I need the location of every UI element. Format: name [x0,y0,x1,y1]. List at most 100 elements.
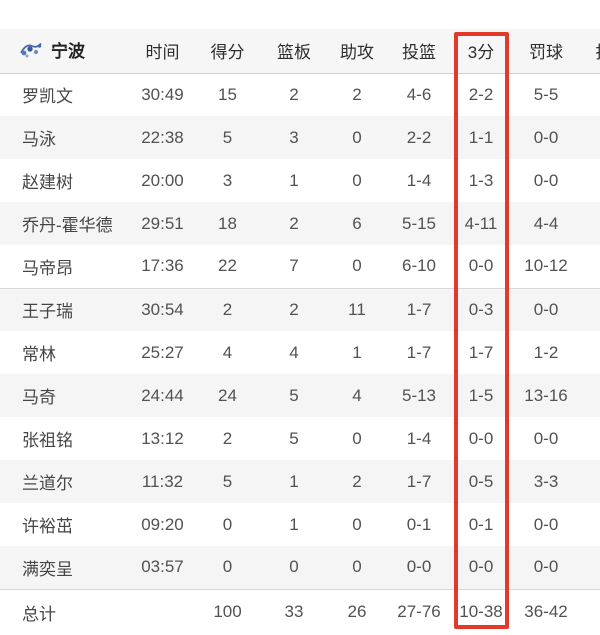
player-name[interactable]: 赵建树 [22,173,73,192]
player-name[interactable]: 乔丹-霍华德 [0,202,130,245]
stat-three: 0-0 [468,428,494,448]
stat-ft: 0-0 [510,288,582,331]
stat-points: 18 [195,202,260,245]
stat-clipped [582,288,600,331]
stat-ft: 3-3 [510,460,582,503]
stat-rebounds: 3 [260,116,328,159]
table-header: 宁波 时间 得分 篮板 助攻 投篮 3分 罚球 抢 [0,29,600,74]
column-header-three: 3分 [452,29,510,74]
stat-fg: 1-7 [386,460,452,503]
stat-clipped [582,503,600,546]
player-name[interactable]: 常林 [22,345,56,364]
team-name: 宁波 [51,42,85,61]
column-header-rebounds: 篮板 [260,29,328,74]
stat-ft: 0-0 [510,546,582,589]
stat-three: 0-1 [468,514,494,534]
player-name[interactable]: 满奕呈 [0,546,130,589]
stat-ft: 10-12 [510,245,582,289]
stat-assists: 2 [352,84,362,104]
stat-fg: 1-7 [406,342,432,362]
stat-time: 22:38 [130,116,195,159]
player-name[interactable]: 马泳 [0,116,130,159]
player-row: 满奕呈 03:57 0 0 0 0-0 0-0 0-0 [0,546,600,589]
player-name[interactable]: 张祖铭 [22,431,73,450]
totals-fg: 27-76 [386,588,452,635]
header-row: 宁波 时间 得分 篮板 助攻 投篮 3分 罚球 抢 [0,29,600,74]
player-row: 罗凯文 30:49 15 2 2 4-6 2-2 5-5 [0,73,600,116]
stat-points: 5 [195,116,260,159]
stat-ft: 0-0 [510,116,582,159]
column-header-time: 时间 [130,29,195,74]
stat-time: 17:36 [130,245,195,289]
stat-clipped [582,417,600,460]
column-header-ft: 罚球 [510,29,582,74]
stat-clipped [582,245,600,289]
stat-three: 0-0 [452,245,510,289]
stat-assists: 0 [352,170,362,190]
player-row: 兰道尔 11:32 5 1 2 1-7 0-5 3-3 [0,460,600,503]
stat-fg: 1-4 [406,428,432,448]
player-name[interactable]: 罗凯文 [22,87,73,107]
stat-three: 1-5 [452,374,510,417]
stat-time: 13:12 [141,428,184,448]
stat-assists: 1 [352,342,362,362]
player-name[interactable]: 许裕茁 [22,517,73,536]
stat-points: 22 [195,245,260,289]
stat-fg: 5-13 [386,374,452,417]
column-header-clipped: 抢 [582,29,600,74]
stat-three: 4-11 [452,202,510,245]
totals-assists: 26 [328,588,386,635]
player-name[interactable]: 王子瑞 [0,288,130,331]
stat-rebounds: 2 [289,84,299,104]
stat-three: 0-3 [452,288,510,331]
stat-time: 25:27 [141,342,184,362]
player-row: 马奇 24:44 24 5 4 5-13 1-5 13-16 [0,374,600,417]
stat-points: 15 [218,84,237,104]
stat-fg: 6-10 [386,245,452,289]
stat-ft: 0-0 [533,514,559,534]
stat-points: 4 [222,342,233,362]
player-row: 赵建树 20:00 3 1 0 1-4 1-3 0-0 [0,159,600,202]
stat-points: 2 [222,428,233,448]
player-row: 常林 25:27 4 4 1 1-7 1-7 1-2 [0,331,600,374]
player-name[interactable]: 兰道尔 [0,460,130,503]
player-row: 马帝昂 17:36 22 7 0 6-10 0-0 10-12 [0,245,600,289]
player-name[interactable]: 马帝昂 [0,245,130,289]
stat-ft: 0-0 [533,428,559,448]
stat-points: 24 [195,374,260,417]
stat-clipped [582,331,600,374]
stat-fg: 5-15 [386,202,452,245]
stat-clipped [582,159,600,202]
stat-assists: 0 [328,116,386,159]
player-row: 乔丹-霍华德 29:51 18 2 6 5-15 4-11 4-4 [0,202,600,245]
player-row: 许裕茁 09:20 0 1 0 0-1 0-1 0-0 [0,503,600,546]
column-header-assists: 助攻 [328,29,386,74]
stat-time: 30:49 [141,84,184,104]
stat-three: 0-5 [452,460,510,503]
stat-clipped [582,546,600,589]
stat-fg: 2-2 [386,116,452,159]
player-name[interactable]: 马奇 [0,374,130,417]
stat-assists: 11 [328,288,386,331]
stat-points: 0 [195,546,260,589]
stat-assists: 0 [352,428,362,448]
stat-assists: 0 [352,514,362,534]
stat-fg: 0-0 [386,546,452,589]
totals-points: 100 [195,588,260,635]
stat-rebounds: 2 [260,202,328,245]
stat-ft: 5-5 [533,84,559,104]
stat-fg: 0-1 [406,514,432,534]
stat-rebounds: 4 [289,342,299,362]
stat-assists: 4 [328,374,386,417]
stat-fg: 4-6 [406,84,432,104]
stat-rebounds: 7 [260,245,328,289]
stat-rebounds: 5 [260,374,328,417]
stat-ft: 1-2 [533,342,559,362]
team-header-cell[interactable]: 宁波 [0,29,130,74]
stat-time: 30:54 [130,288,195,331]
player-row: 马泳 22:38 5 3 0 2-2 1-1 0-0 [0,116,600,159]
stat-time: 03:57 [130,546,195,589]
stat-rebounds: 2 [260,288,328,331]
stat-rebounds: 1 [260,460,328,503]
